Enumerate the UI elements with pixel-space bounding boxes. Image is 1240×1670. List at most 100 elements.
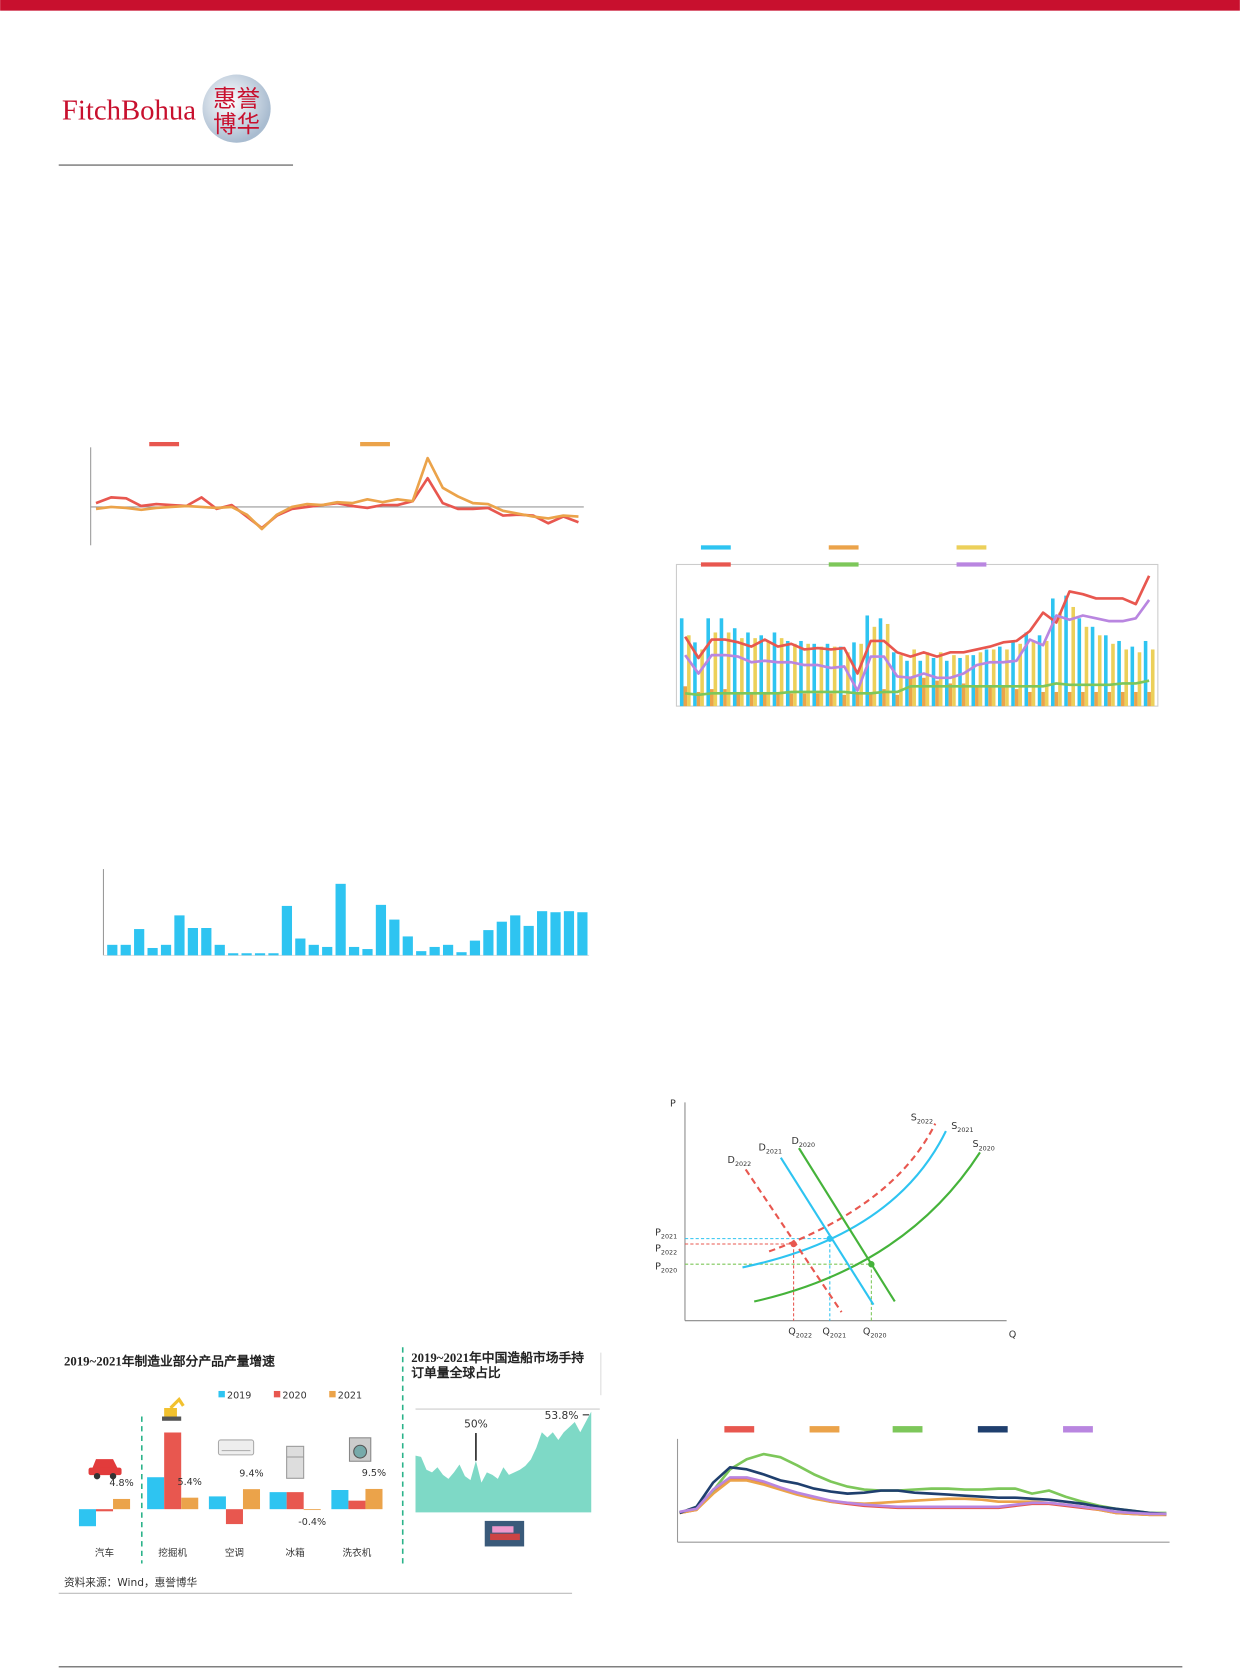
bar [799, 640, 803, 707]
legend-label: 2019 [227, 1390, 251, 1401]
bar [147, 1477, 165, 1510]
bar [456, 952, 467, 956]
legend-swatch [218, 1390, 225, 1398]
demand-curve [798, 1147, 896, 1303]
bar [174, 915, 185, 956]
bar [842, 694, 847, 707]
bar [469, 940, 481, 956]
bar [918, 660, 923, 707]
bar [882, 689, 886, 707]
bar [749, 691, 754, 707]
legend-swatch [360, 441, 390, 447]
plot-frame [675, 563, 1159, 707]
bar [95, 1509, 114, 1512]
bar [268, 953, 279, 956]
bar [269, 1492, 287, 1510]
bar [365, 1488, 383, 1510]
bar [523, 925, 534, 956]
demand-curve [779, 1157, 875, 1306]
logo-emblem [202, 74, 271, 143]
bar [1084, 626, 1089, 707]
legend-swatch [828, 545, 859, 550]
bar [331, 1490, 349, 1510]
bar [496, 921, 507, 956]
bar [832, 646, 837, 707]
bar [348, 946, 360, 956]
series-line [684, 575, 1151, 675]
fridge-icon [286, 1445, 305, 1479]
bar [908, 677, 913, 707]
bar [763, 691, 767, 707]
bar [335, 883, 346, 956]
annotation: 50% [464, 1418, 488, 1431]
legend-swatch [149, 441, 180, 447]
bar [214, 944, 225, 956]
price-label: P2021 [655, 1227, 677, 1240]
bar [753, 638, 757, 707]
bar [322, 946, 333, 956]
car-icon [88, 1459, 122, 1480]
bar [1150, 649, 1155, 707]
bar [789, 693, 794, 707]
bar [402, 936, 413, 956]
bar [1028, 691, 1032, 707]
bar [806, 643, 810, 707]
bar [1018, 643, 1022, 707]
bar [885, 623, 890, 707]
bar [1037, 635, 1042, 707]
quantity-label: Q2021 [822, 1327, 846, 1340]
supply-curve [768, 1123, 937, 1253]
bar [776, 691, 780, 707]
legend-swatch [956, 545, 987, 550]
bar [1077, 618, 1082, 707]
bar [113, 1498, 131, 1510]
bar [1044, 640, 1049, 707]
bar [766, 640, 771, 707]
bar [997, 646, 1002, 707]
bar [740, 638, 744, 707]
bar [855, 693, 860, 707]
curve-label: S2020 [973, 1139, 995, 1152]
bar [891, 652, 896, 707]
bar [958, 657, 962, 707]
bar [225, 1509, 243, 1525]
bar [536, 911, 548, 956]
bar [925, 652, 930, 707]
series-line [684, 599, 1151, 692]
bar [242, 1489, 261, 1510]
bar [683, 686, 688, 707]
bar [1024, 632, 1029, 707]
bar [931, 657, 936, 707]
bar [687, 635, 691, 707]
bar [991, 649, 996, 707]
bar [732, 628, 737, 707]
bar [1124, 649, 1129, 707]
ac-icon [217, 1439, 255, 1456]
bar [1111, 643, 1115, 707]
bar [281, 905, 293, 956]
emblem-text: 博华 [213, 111, 260, 138]
emblem-text: 惠誉 [213, 86, 260, 113]
data-label: 4.8% [109, 1478, 133, 1489]
bar [895, 694, 900, 707]
bar [147, 947, 158, 956]
equilibrium [826, 1235, 834, 1242]
bar [241, 953, 252, 956]
bar [550, 912, 561, 956]
bar [1011, 640, 1015, 707]
bar [736, 691, 741, 707]
bar [935, 680, 939, 707]
bar [1134, 691, 1138, 707]
bar [483, 930, 494, 956]
bar [829, 693, 833, 707]
chart-title: 2019~2021年中国造船市场手持 [411, 1350, 585, 1366]
bar [719, 618, 724, 707]
bar [510, 915, 521, 956]
bar [779, 638, 784, 707]
legend-label: 2020 [282, 1390, 306, 1401]
legend-swatch [724, 1426, 755, 1433]
logo-text: FitchBohua [62, 94, 196, 126]
bar [878, 618, 883, 707]
bar [938, 652, 943, 707]
axis-label: P [670, 1099, 676, 1110]
